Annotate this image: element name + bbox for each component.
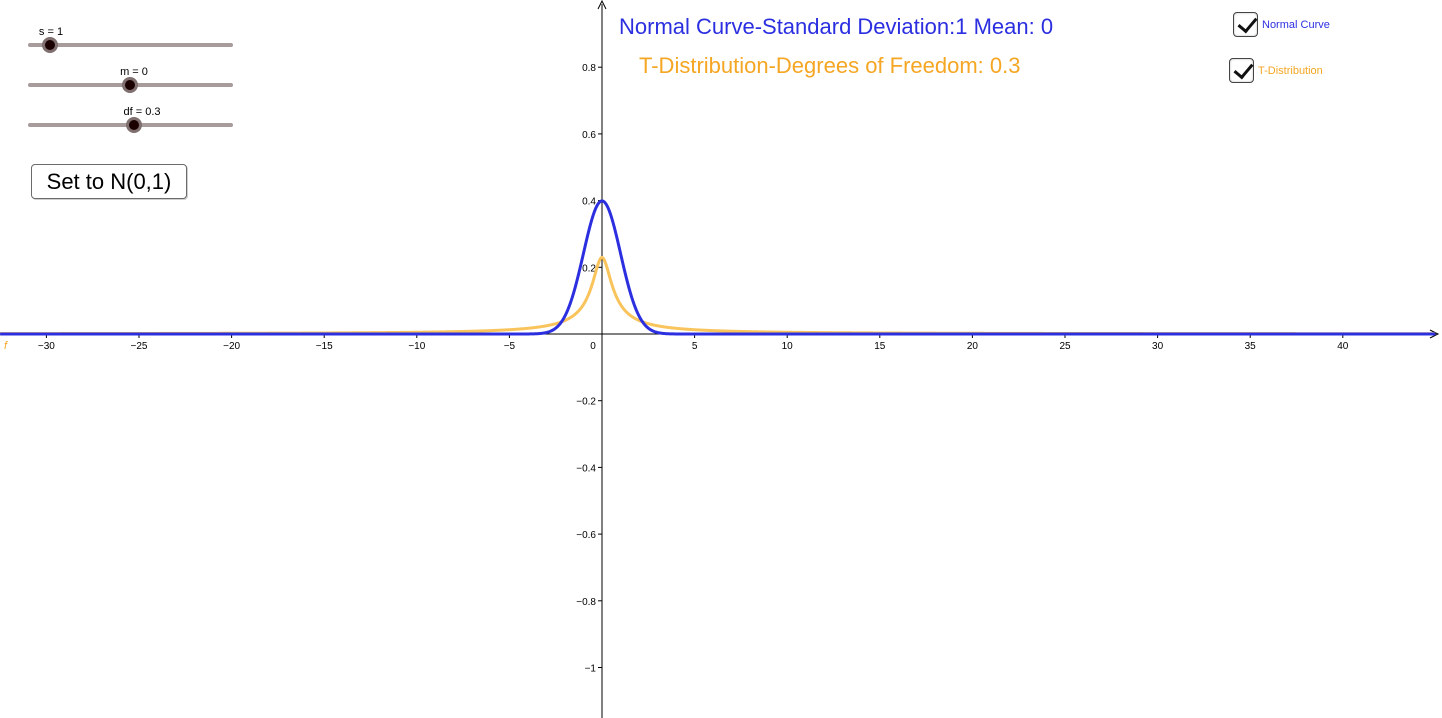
y-axis-arrow xyxy=(597,0,607,10)
x-tick-label: 15 xyxy=(874,341,886,352)
slider-m-label: m = 0 xyxy=(120,66,148,78)
x-tick-label: −25 xyxy=(131,341,148,352)
x-tick-label: −20 xyxy=(223,341,240,352)
normal-curve-title: Normal Curve-Standard Deviation:1 Mean: … xyxy=(619,14,1054,39)
y-tick-label: −0.8 xyxy=(576,597,596,608)
x-tick-label: 0 xyxy=(590,341,596,352)
t-distribution-checkbox[interactable]: T-Distribution xyxy=(1229,58,1323,83)
slider-s-track[interactable] xyxy=(28,43,233,47)
slider-s-handle[interactable] xyxy=(42,37,58,53)
x-tick-label: −10 xyxy=(408,341,425,352)
t-distribution-checkbox-label: T-Distribution xyxy=(1258,64,1323,77)
slider-m-handle[interactable] xyxy=(122,77,138,93)
x-tick-label: 25 xyxy=(1059,341,1071,352)
t-distribution-line[interactable] xyxy=(0,256,1437,336)
t-distribution-title: T-Distribution-Degrees of Freedom: 0.3 xyxy=(639,53,1021,78)
y-tick-label: 0.8 xyxy=(582,63,596,74)
x-axis-arrow xyxy=(1429,329,1440,339)
y-tick-label: −1 xyxy=(585,664,597,675)
normal-curve-checkbox-label: Normal Curve xyxy=(1262,18,1330,31)
checkmark-icon[interactable] xyxy=(1229,58,1254,83)
slider-m[interactable]: m = 0 xyxy=(28,66,233,93)
slider-df[interactable]: df = 0.3 xyxy=(28,106,233,133)
x-tick-label: 20 xyxy=(967,341,979,352)
y-tick-label: 0.4 xyxy=(582,197,596,208)
x-tick-label: −5 xyxy=(504,341,516,352)
checkmark-icon[interactable] xyxy=(1233,12,1258,37)
x-tick-label: 40 xyxy=(1337,341,1349,352)
x-tick-label: 30 xyxy=(1152,341,1164,352)
y-tick-label: −0.6 xyxy=(576,530,596,541)
normal-curve-checkbox[interactable]: Normal Curve xyxy=(1233,12,1330,37)
x-tick-label: 10 xyxy=(782,341,794,352)
y-tick-label: −0.2 xyxy=(576,397,596,408)
normal-curve-line[interactable] xyxy=(0,199,1437,336)
slider-df-handle[interactable] xyxy=(126,117,142,133)
x-tick-label: −30 xyxy=(38,341,55,352)
y-tick-label: 0.6 xyxy=(582,130,596,141)
set-to-standard-normal-button[interactable]: Set to N(0,1) xyxy=(31,164,187,199)
slider-s-label: s = 1 xyxy=(38,26,64,38)
slider-df-label: df = 0.3 xyxy=(123,106,161,118)
slider-s[interactable]: s = 1 xyxy=(28,26,233,53)
function-label: f xyxy=(4,340,8,352)
x-tick-label: −15 xyxy=(316,341,333,352)
x-tick-label: 5 xyxy=(692,341,698,352)
y-tick-label: 0.2 xyxy=(582,263,596,274)
x-tick-label: 35 xyxy=(1245,341,1257,352)
y-tick-label: −0.4 xyxy=(576,463,596,474)
